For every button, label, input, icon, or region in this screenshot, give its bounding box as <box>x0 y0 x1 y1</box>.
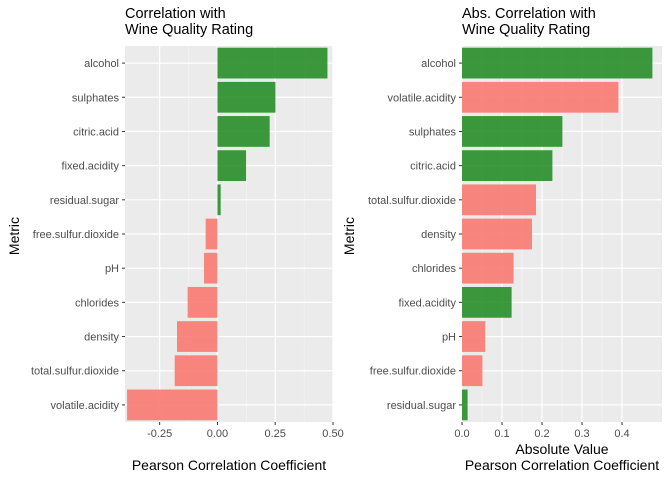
x-tick-label: 0.0 <box>454 428 469 440</box>
x-tick-label: 0.2 <box>534 428 549 440</box>
bar-sulphates <box>217 81 276 113</box>
bar-volatile.acidity <box>127 389 218 421</box>
bar-free.sulfur.dioxide <box>462 355 483 387</box>
y-axis-title: Metric <box>6 217 22 255</box>
x-tick-label: 0.25 <box>265 428 286 440</box>
x-tick-label: 0.1 <box>494 428 509 440</box>
correlation-chart: alcohol sulphates citric.acid fixed.acidity… <box>6 6 344 473</box>
x-tick-label: 0.4 <box>614 428 629 440</box>
bar-volatile.acidity <box>462 81 619 113</box>
bar-sulphates <box>462 116 563 147</box>
x-tick-label: -0.25 <box>147 428 172 440</box>
bar-total.sulfur.dioxide <box>462 184 536 216</box>
x-tick-label: 0.3 <box>574 428 589 440</box>
y-tick-label: fixed.acidity <box>399 297 457 309</box>
bar-pH <box>204 252 218 284</box>
y-tick-label: fixed.acidity <box>62 161 120 173</box>
y-tick-label: alcohol <box>84 58 119 70</box>
bar-total.sulfur.dioxide <box>174 355 218 387</box>
y-tick-label: pH <box>442 332 456 344</box>
chart-title: Abs. Correlation with <box>462 6 596 22</box>
y-tick-label: sulphates <box>72 92 120 104</box>
bar-residual.sugar <box>462 389 468 421</box>
y-tick-label: free.sulfur.dioxide <box>370 366 456 378</box>
chart-title: Correlation with <box>125 6 226 22</box>
bar-chlorides <box>462 252 514 284</box>
y-tick-label: free.sulfur.dioxide <box>33 229 119 241</box>
bar-pH <box>462 321 486 352</box>
bar-alcohol <box>217 47 328 79</box>
bar-fixed.acidity <box>217 150 247 182</box>
bar-density <box>177 321 218 352</box>
y-tick-label: residual.sugar <box>50 195 119 207</box>
y-tick-label: total.sulfur.dioxide <box>31 366 119 378</box>
y-tick-label: pH <box>105 263 119 275</box>
y-tick-label: citric.acid <box>410 161 456 173</box>
y-tick-label: citric.acid <box>73 126 119 138</box>
y-tick-label: volatile.acidity <box>51 400 120 412</box>
bar-chlorides <box>187 286 218 318</box>
abs-correlation-chart: alcohol volatile.acidity sulphates citric.a… <box>341 6 662 473</box>
y-tick-label: sulphates <box>409 126 457 138</box>
bar-residual.sugar <box>217 184 221 216</box>
y-tick-label: chlorides <box>412 263 457 275</box>
x-axis-title: Pearson Correlation Coefficient <box>465 457 659 473</box>
y-tick-label: chlorides <box>75 297 120 309</box>
bar-free.sulfur.dioxide <box>205 218 218 250</box>
x-axis-title: Pearson Correlation Coefficient <box>132 457 326 473</box>
y-tick-label: density <box>84 332 119 344</box>
x-tick-label: 0.00 <box>207 428 228 440</box>
bar-fixed.acidity <box>462 286 512 318</box>
bar-density <box>462 218 532 250</box>
chart-title: Wine Quality Rating <box>125 22 253 38</box>
y-tick-label: residual.sugar <box>387 400 456 412</box>
y-tick-label: volatile.acidity <box>388 92 457 104</box>
y-tick-label: alcohol <box>421 58 456 70</box>
chart-title: Wine Quality Rating <box>462 22 590 38</box>
bar-citric.acid <box>217 116 270 147</box>
y-axis-title: Metric <box>341 217 357 255</box>
x-tick-label: 0.50 <box>322 428 343 440</box>
y-tick-label: total.sulfur.dioxide <box>368 195 456 207</box>
x-axis-title: Absolute Value <box>515 441 608 457</box>
y-tick-label: density <box>421 229 456 241</box>
bar-alcohol <box>462 47 653 79</box>
bar-citric.acid <box>462 150 553 182</box>
